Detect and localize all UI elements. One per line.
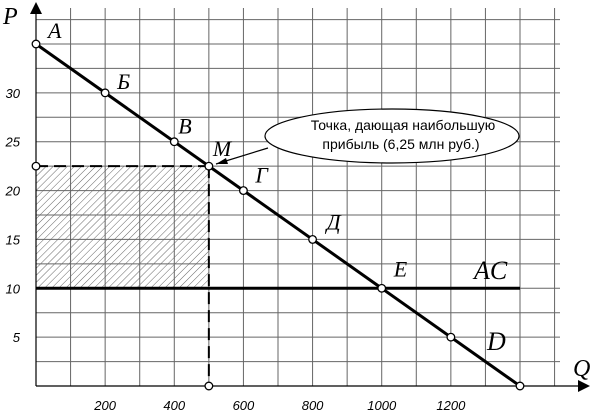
data-point	[308, 234, 318, 244]
y-tick-label: 30	[6, 86, 21, 101]
annotation-bubble	[264, 108, 520, 164]
y-axis-label: P	[2, 4, 18, 30]
point-label-Д: Д	[325, 209, 342, 234]
point-label-E: E	[393, 256, 408, 281]
y-tick-label: 5	[13, 330, 21, 345]
demand-line	[35, 42, 521, 388]
axes	[30, 2, 590, 392]
quantity-axis-marker	[204, 381, 214, 391]
x-tick-label: 600	[233, 398, 255, 413]
data-point	[515, 381, 525, 391]
point-label-В: В	[178, 114, 191, 139]
point-label-A: A	[46, 18, 62, 43]
point-label-M: M	[212, 136, 233, 161]
y-tick-label: 20	[5, 184, 21, 199]
annotation-line1: Точка, дающая наибольшую	[311, 117, 496, 133]
point-label-Г: Г	[254, 163, 269, 188]
x-axis-arrowhead	[578, 380, 590, 392]
demand-label: D	[486, 327, 506, 356]
data-point	[204, 161, 214, 171]
point-labels: A Б ВMГ Д E	[46, 18, 408, 281]
optimum-guide-lines	[36, 165, 210, 386]
price-axis-marker	[31, 161, 41, 171]
data-point	[31, 39, 41, 49]
x-tick-label: 1200	[436, 398, 466, 413]
ac-label: AC	[472, 256, 508, 285]
y-tick-label: 15	[6, 232, 21, 247]
x-axis-label: Q	[573, 356, 590, 382]
x-tick-label: 200	[93, 398, 116, 413]
y-axis-arrowhead	[30, 2, 42, 14]
point-label-Б: Б	[116, 69, 130, 94]
annotation-line2: прибыль (6,25 млн руб.)	[322, 136, 479, 152]
x-tick-label: 1000	[367, 398, 397, 413]
y-tick-label: 10	[6, 281, 21, 296]
x-tick-label: 800	[302, 398, 324, 413]
annotation-arrowhead	[216, 158, 228, 164]
data-point	[100, 88, 110, 98]
annotation-callout: Точка, дающая наибольшую прибыль (6,25 м…	[215, 108, 520, 165]
data-points	[31, 39, 525, 391]
data-point	[238, 186, 248, 196]
tick-labels: 200 400 600 800 1000 1200 5 10 15 20 25 30	[5, 86, 467, 413]
data-point	[377, 283, 387, 293]
y-tick-label: 25	[5, 135, 21, 150]
x-tick-label: 400	[163, 398, 185, 413]
data-point	[446, 332, 456, 342]
profit-area	[36, 166, 209, 289]
data-point	[169, 137, 179, 147]
